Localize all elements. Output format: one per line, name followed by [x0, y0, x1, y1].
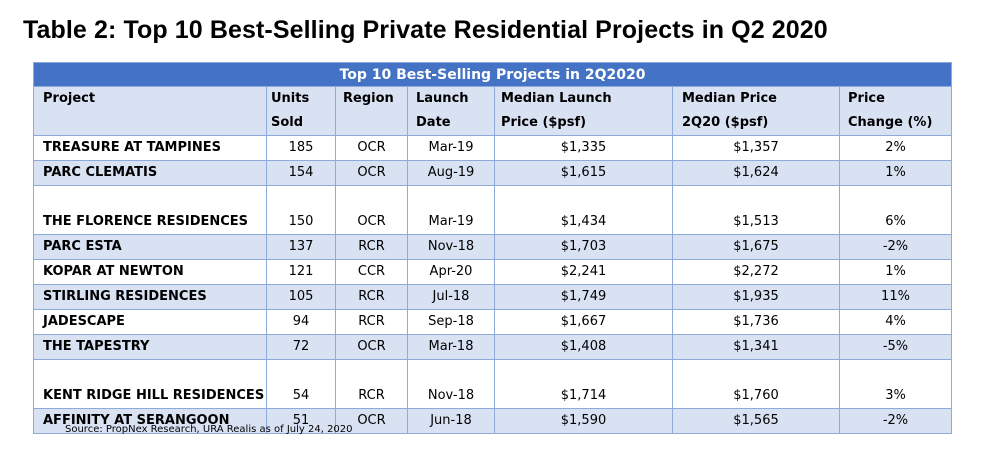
cell-project: AFFINITY AT SERANGOON: [33, 408, 267, 434]
cell-region: OCR: [335, 135, 408, 161]
cell-price-change: 2%: [839, 135, 953, 161]
table-row: PARC ESTA 137 RCR Nov-18 $1,703 $1,675 -…: [33, 234, 953, 260]
cell-project: JADESCAPE: [33, 309, 267, 335]
cell-median-launch-price: $1,714: [494, 359, 673, 409]
cell-project: KOPAR AT NEWTON: [33, 259, 267, 285]
cell-median-launch-price: $1,335: [494, 135, 673, 161]
table-row: TREASURE AT TAMPINES 185 OCR Mar-19 $1,3…: [33, 135, 953, 161]
cell-units-sold: 51: [266, 408, 336, 434]
cell-median-price: $1,736: [672, 309, 840, 335]
cell-median-launch-price: $1,615: [494, 160, 673, 186]
cell-units-sold: 72: [266, 334, 336, 360]
cell-median-launch-price: $1,408: [494, 334, 673, 360]
cell-median-launch-price: $1,667: [494, 309, 673, 335]
cell-units-sold: 105: [266, 284, 336, 310]
cell-launch-date: Sep-18: [407, 309, 495, 335]
header-price-change: Price Change (%): [839, 86, 953, 136]
table-row: AFFINITY AT SERANGOON 51 OCR Jun-18 $1,5…: [33, 408, 953, 434]
cell-units-sold: 54: [266, 359, 336, 409]
header-median-price: Median Price 2Q20 ($psf): [672, 86, 840, 136]
cell-price-change: 11%: [839, 284, 953, 310]
cell-region: OCR: [335, 160, 408, 186]
cell-price-change: -2%: [839, 408, 953, 434]
cell-project: THE FLORENCE RESIDENCES: [33, 185, 267, 235]
table-row: KENT RIDGE HILL RESIDENCES 54 RCR Nov-18…: [33, 359, 953, 409]
cell-median-price: $1,565: [672, 408, 840, 434]
source-note: Source: PropNex Research, URA Realis as …: [65, 424, 353, 435]
cell-median-launch-price: $1,590: [494, 408, 673, 434]
cell-price-change: 1%: [839, 259, 953, 285]
cell-launch-date: Mar-19: [407, 135, 495, 161]
cell-median-price: $1,357: [672, 135, 840, 161]
header-project: Project: [33, 86, 267, 136]
cell-launch-date: Jun-18: [407, 408, 495, 434]
cell-region: RCR: [335, 234, 408, 260]
cell-project: PARC CLEMATIS: [33, 160, 267, 186]
header-region: Region: [335, 86, 408, 136]
cell-price-change: -5%: [839, 334, 953, 360]
cell-median-price: $1,624: [672, 160, 840, 186]
cell-price-change: 6%: [839, 185, 953, 235]
header-launch-date: Launch Date: [407, 86, 495, 136]
cell-median-launch-price: $2,241: [494, 259, 673, 285]
cell-median-launch-price: $1,434: [494, 185, 673, 235]
cell-median-price: $1,675: [672, 234, 840, 260]
cell-units-sold: 185: [266, 135, 336, 161]
cell-price-change: -2%: [839, 234, 953, 260]
cell-region: OCR: [335, 334, 408, 360]
table-row: STIRLING RESIDENCES 105 RCR Jul-18 $1,74…: [33, 284, 953, 310]
cell-units-sold: 154: [266, 160, 336, 186]
cell-project: PARC ESTA: [33, 234, 267, 260]
cell-launch-date: Mar-18: [407, 334, 495, 360]
table-banner: Top 10 Best-Selling Projects in 2Q2020: [32, 62, 953, 87]
header-median-launch-price: Median Launch Price ($psf): [494, 86, 673, 136]
header-row: Project Units Sold Region Launch Date Medi…: [33, 86, 953, 136]
header-units-sold: Units Sold: [266, 86, 336, 136]
cell-launch-date: Aug-19: [407, 160, 495, 186]
cell-median-price: $1,513: [672, 185, 840, 235]
cell-median-launch-price: $1,749: [494, 284, 673, 310]
table-row: THE TAPESTRY 72 OCR Mar-18 $1,408 $1,341…: [33, 334, 953, 360]
cell-launch-date: Jul-18: [407, 284, 495, 310]
page-title: Table 2: Top 10 Best-Selling Private Res…: [23, 16, 828, 44]
cell-region: OCR: [335, 185, 408, 235]
cell-region: RCR: [335, 284, 408, 310]
cell-price-change: 4%: [839, 309, 953, 335]
table-row: PARC CLEMATIS 154 OCR Aug-19 $1,615 $1,6…: [33, 160, 953, 186]
cell-project: TREASURE AT TAMPINES: [33, 135, 267, 161]
cell-launch-date: Nov-18: [407, 234, 495, 260]
table-row: JADESCAPE 94 RCR Sep-18 $1,667 $1,736 4%: [33, 309, 953, 335]
cell-region: RCR: [335, 309, 408, 335]
cell-median-launch-price: $1,703: [494, 234, 673, 260]
cell-price-change: 3%: [839, 359, 953, 409]
cell-units-sold: 94: [266, 309, 336, 335]
cell-project: STIRLING RESIDENCES: [33, 284, 267, 310]
cell-units-sold: 137: [266, 234, 336, 260]
cell-units-sold: 121: [266, 259, 336, 285]
cell-project: THE TAPESTRY: [33, 334, 267, 360]
cell-region: RCR: [335, 359, 408, 409]
cell-launch-date: Mar-19: [407, 185, 495, 235]
table-container: Top 10 Best-Selling Projects in 2Q2020 P…: [32, 62, 953, 434]
best-selling-projects-table: Top 10 Best-Selling Projects in 2Q2020 P…: [32, 62, 953, 434]
cell-median-price: $1,341: [672, 334, 840, 360]
cell-units-sold: 150: [266, 185, 336, 235]
cell-median-price: $2,272: [672, 259, 840, 285]
cell-median-price: $1,935: [672, 284, 840, 310]
cell-median-price: $1,760: [672, 359, 840, 409]
table-row: THE FLORENCE RESIDENCES 150 OCR Mar-19 $…: [33, 185, 953, 235]
cell-project: KENT RIDGE HILL RESIDENCES: [33, 359, 267, 409]
cell-region: CCR: [335, 259, 408, 285]
cell-launch-date: Nov-18: [407, 359, 495, 409]
cell-price-change: 1%: [839, 160, 953, 186]
cell-region: OCR: [335, 408, 408, 434]
cell-launch-date: Apr-20: [407, 259, 495, 285]
table-row: KOPAR AT NEWTON 121 CCR Apr-20 $2,241 $2…: [33, 259, 953, 285]
